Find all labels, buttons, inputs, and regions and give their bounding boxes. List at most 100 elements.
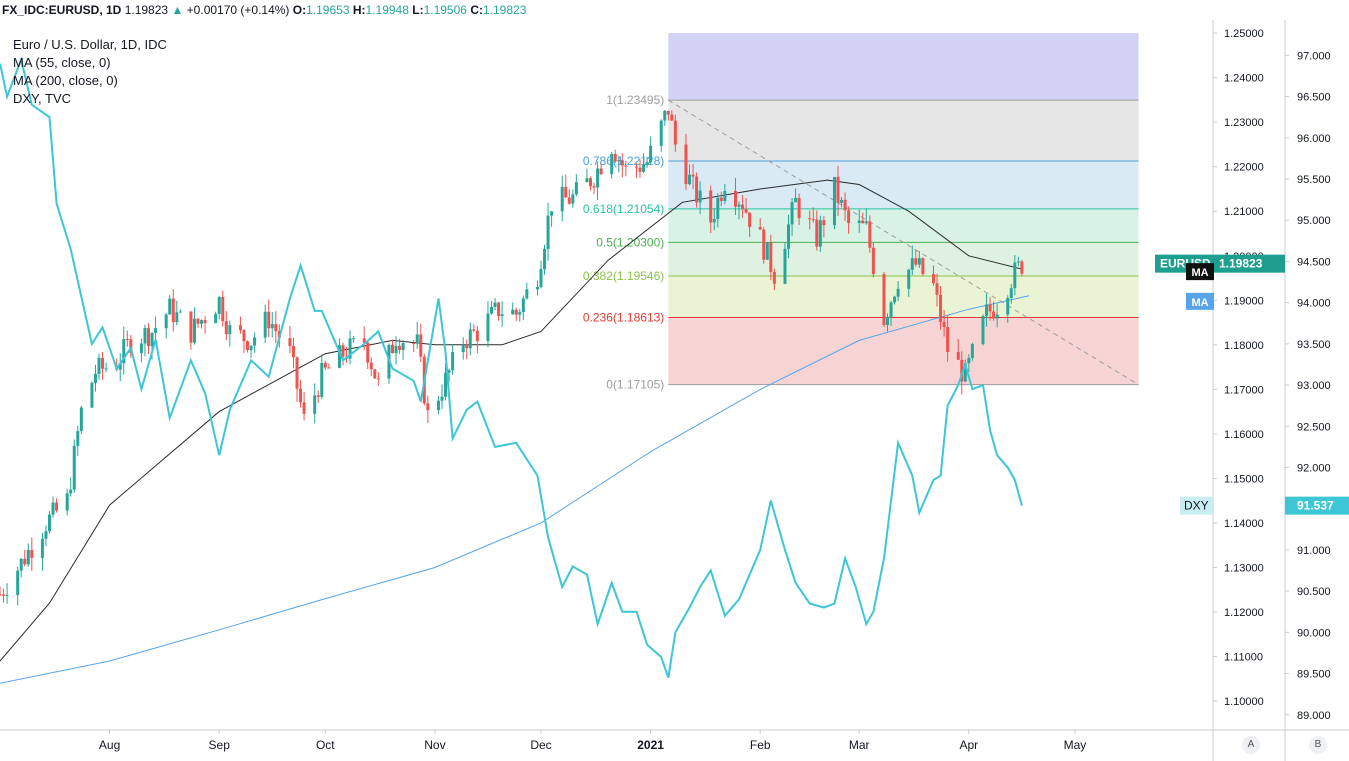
- candle: [709, 185, 713, 234]
- time-tick-label: 2021: [637, 738, 664, 752]
- legend-ma200[interactable]: MA (200, close, 0): [13, 73, 118, 88]
- fib-level-label: 1(1.23495): [606, 93, 664, 107]
- candle: [104, 362, 108, 373]
- candle: [836, 165, 840, 216]
- candle: [585, 168, 589, 183]
- candle: [521, 295, 525, 320]
- axis-b-tick-label: 96.500: [1297, 92, 1331, 104]
- candle: [610, 152, 614, 179]
- dxy-line: [0, 56, 1023, 679]
- candle-body: [560, 186, 564, 212]
- candle-body: [723, 191, 727, 202]
- candle-body: [493, 302, 497, 307]
- candle-body: [447, 370, 451, 373]
- candle-body: [323, 362, 327, 368]
- candle-body: [539, 269, 543, 287]
- legend-ma55[interactable]: MA (55, close, 0): [13, 55, 111, 70]
- candle-body: [931, 274, 935, 284]
- candle-body: [967, 357, 971, 364]
- candle: [596, 161, 600, 201]
- candle: [546, 202, 550, 261]
- candle: [832, 176, 836, 230]
- axis-b-button[interactable]: B: [1309, 736, 1327, 754]
- candle: [659, 119, 663, 152]
- fib-trend-line: [668, 99, 1139, 386]
- candle-body: [97, 357, 101, 374]
- candle-body: [889, 302, 893, 317]
- dxy-tag-label: DXY: [1184, 499, 1209, 513]
- candle-body: [634, 166, 638, 168]
- candle: [634, 163, 638, 179]
- candle: [741, 194, 745, 218]
- candle: [1009, 284, 1013, 304]
- fib-level-label: 0.618(1.21054): [583, 202, 664, 216]
- candle-body: [564, 186, 568, 198]
- candle-body: [684, 144, 688, 185]
- candle: [23, 549, 27, 567]
- candle-body: [302, 402, 306, 414]
- axis-b-tick-label: 90.500: [1297, 586, 1331, 598]
- candle-body: [716, 197, 720, 219]
- candle: [320, 354, 324, 399]
- candle-body: [164, 314, 168, 329]
- candle: [864, 208, 868, 225]
- candle-body: [1006, 297, 1010, 315]
- candle-body: [1013, 262, 1017, 289]
- candle: [896, 280, 900, 302]
- legend-main-series[interactable]: Euro / U.S. Dollar, 1D, IDC: [13, 37, 167, 52]
- legend-dxy[interactable]: DXY, TVC: [13, 91, 72, 106]
- candle: [376, 372, 380, 386]
- axis-b-tick-label: 93.500: [1297, 339, 1331, 351]
- candle: [90, 381, 94, 409]
- candle: [465, 339, 469, 360]
- candle-body: [857, 220, 861, 223]
- symbol-label[interactable]: FX_IDC:EURUSD, 1D: [2, 3, 122, 17]
- candle-body: [76, 431, 80, 446]
- candle-body: [638, 167, 642, 172]
- candle: [818, 215, 822, 252]
- axis-b-tick-label: 96.000: [1297, 133, 1331, 145]
- candle: [228, 320, 232, 347]
- axis-a-tick-label: 1.13000: [1224, 562, 1264, 574]
- candle: [889, 300, 893, 327]
- candle-body: [242, 330, 246, 342]
- candle-body: [468, 329, 472, 349]
- candle-body: [592, 186, 596, 188]
- candle: [871, 242, 875, 278]
- candle-body: [921, 258, 925, 275]
- candle: [567, 189, 571, 205]
- candle: [299, 380, 303, 408]
- candle-body: [221, 296, 225, 322]
- candle-body: [535, 286, 539, 290]
- candle: [51, 496, 55, 518]
- candle: [992, 301, 996, 321]
- candle: [274, 311, 278, 343]
- candle: [246, 340, 250, 353]
- candle: [787, 214, 791, 259]
- time-tick-label: Oct: [316, 738, 335, 752]
- candle: [535, 280, 539, 296]
- candle: [762, 227, 766, 264]
- candle: [617, 155, 621, 173]
- candle-body: [352, 338, 356, 340]
- candle-body: [171, 298, 175, 323]
- chart-legend: Euro / U.S. Dollar, 1D, IDC MA (55, clos…: [13, 36, 167, 108]
- candle: [419, 323, 423, 363]
- candle-body: [663, 110, 667, 121]
- candle: [196, 318, 200, 328]
- time-tick-label: Aug: [99, 738, 120, 752]
- fib-band: [668, 100, 1139, 162]
- candle-body: [1009, 288, 1013, 298]
- candle-body: [787, 224, 791, 249]
- axis-a-tick-label: 1.12000: [1224, 607, 1264, 619]
- last-price: 1.19823: [124, 3, 169, 17]
- time-tick-label: Feb: [750, 738, 771, 752]
- candle-body: [154, 328, 158, 334]
- candle-body: [40, 538, 44, 558]
- candle: [76, 425, 80, 457]
- candle: [970, 342, 974, 361]
- axis-a-button[interactable]: A: [1242, 736, 1260, 754]
- candle: [40, 532, 44, 571]
- time-axis: Aug Sep Oct Nov Dec 2021 Feb Mar Apr May: [99, 730, 1086, 752]
